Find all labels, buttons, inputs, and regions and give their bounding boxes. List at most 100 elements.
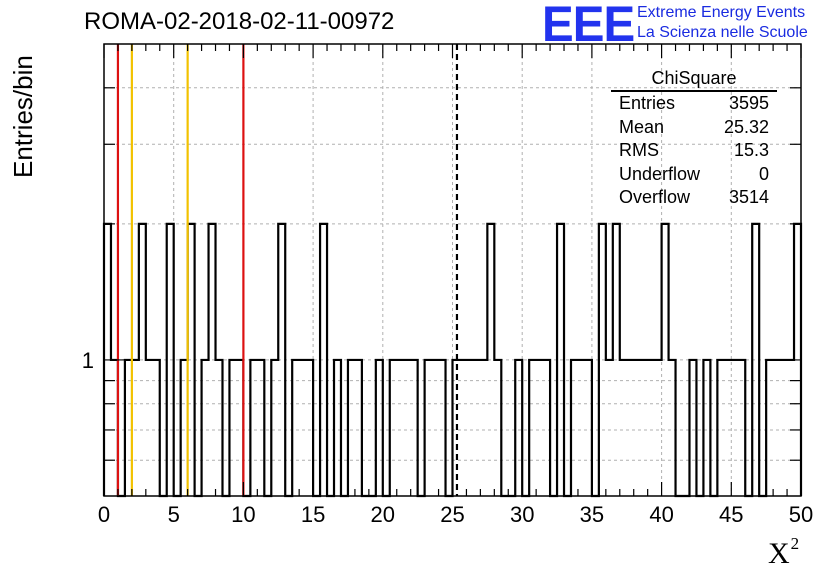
histogram-bin <box>599 224 606 496</box>
x-tick-label: 45 <box>719 502 743 527</box>
histogram-bin <box>139 224 146 496</box>
histogram-bin <box>480 360 487 496</box>
histogram-bin <box>355 360 362 496</box>
logo-caption-line1: Extreme Energy Events <box>637 4 806 21</box>
histogram-bin <box>655 360 662 496</box>
histogram-bin <box>494 360 501 496</box>
histogram-bin <box>620 360 627 496</box>
histogram-bin <box>585 360 592 496</box>
stats-label: Entries <box>619 93 676 113</box>
histogram-bin <box>216 360 223 496</box>
histogram-bin <box>703 360 710 496</box>
histogram-bin <box>613 224 620 496</box>
histogram-bin <box>411 360 418 496</box>
histogram-bin <box>167 224 174 496</box>
x-tick-label: 20 <box>371 502 395 527</box>
stats-row-underflow: Underflow 0 <box>611 163 777 187</box>
y-tick-label: 1 <box>82 348 94 373</box>
histogram-bin <box>578 360 585 496</box>
stats-label: RMS <box>619 140 659 160</box>
histogram-bin <box>738 360 745 496</box>
histogram-bin <box>404 360 411 496</box>
x-tick-label: 0 <box>98 502 110 527</box>
stats-row-entries: Entries 3595 <box>611 92 777 116</box>
x-tick-label: 15 <box>301 502 325 527</box>
x-tick-label: 40 <box>649 502 673 527</box>
histogram-bin <box>209 224 216 496</box>
histogram-bin <box>153 360 160 496</box>
tick-labels: 0 5 10 15 20 25 30 35 40 45 50 1 <box>82 348 813 527</box>
x-tick-label: 5 <box>168 502 180 527</box>
histogram-bin <box>648 360 655 496</box>
statistics-box: ChiSquare Entries 3595 Mean 25.32 RMS 15… <box>611 66 777 210</box>
histogram-bin <box>557 224 564 496</box>
x-tick-label: 35 <box>580 502 604 527</box>
stats-label: Underflow <box>619 163 701 184</box>
histogram-bin <box>606 360 613 496</box>
histogram-bin <box>515 360 522 496</box>
stats-value: 3595 <box>728 93 769 113</box>
histogram-bin <box>466 360 473 496</box>
stats-value: 0 <box>758 163 769 184</box>
histogram-bin <box>780 360 787 496</box>
histogram-bin <box>299 360 306 496</box>
histogram-bin <box>432 360 439 496</box>
histogram-bin <box>731 360 738 496</box>
histogram-bin <box>202 360 209 496</box>
x-tick-label: 10 <box>231 502 255 527</box>
histogram-bin <box>773 360 780 496</box>
x-axis-label: X2 <box>768 534 799 571</box>
histogram-bin <box>376 360 383 496</box>
stats-value: 3514 <box>728 187 769 207</box>
histogram-bin <box>662 224 669 496</box>
histogram-bin <box>425 360 432 496</box>
y-axis-label: Entries/bin <box>8 55 38 178</box>
histogram-bin <box>459 360 466 496</box>
stats-title: ChiSquare <box>611 66 777 92</box>
x-tick-label: 50 <box>789 502 813 527</box>
histogram-bin <box>717 360 724 496</box>
stats-value: 15.3 <box>733 140 769 160</box>
histogram-bin <box>689 360 696 496</box>
histogram-bin <box>390 360 397 496</box>
histogram-bin <box>250 360 257 496</box>
stats-label: Overflow <box>619 187 691 207</box>
histogram-bin <box>278 224 285 496</box>
histogram-bin <box>641 360 648 496</box>
histogram-bin <box>229 360 236 496</box>
histogram-bin <box>348 360 355 496</box>
histogram-bin <box>257 360 264 496</box>
histogram-bin <box>529 360 536 496</box>
logo-caption-line2: La Scienza nelle Scuole <box>637 24 808 41</box>
reference-lines <box>116 44 459 496</box>
x-tick-label: 30 <box>510 502 534 527</box>
histogram-bin <box>536 360 543 496</box>
histogram-bin <box>669 360 676 496</box>
histogram-bin <box>271 360 278 496</box>
x-tick-label: 25 <box>440 502 464 527</box>
histogram-bin <box>752 224 759 496</box>
histogram-bin <box>724 360 731 496</box>
x-axis-label-superscript: 2 <box>790 534 800 553</box>
eee-logo: EEE <box>542 0 635 52</box>
stats-value: 25.32 <box>723 116 769 137</box>
histogram-bin <box>334 360 341 496</box>
histogram-bin <box>439 360 446 496</box>
histogram-bin <box>543 360 550 496</box>
stats-row-mean: Mean 25.32 <box>611 116 777 140</box>
stats-row-rms: RMS 15.3 <box>611 139 777 163</box>
histogram-bin <box>473 360 480 496</box>
stats-label: Mean <box>619 116 665 137</box>
histogram-bin <box>766 360 773 496</box>
histogram-bin <box>306 360 313 496</box>
histogram-bin <box>487 224 494 496</box>
histogram-bin <box>634 360 641 496</box>
histogram-bin <box>320 224 327 496</box>
histogram-series <box>102 222 803 498</box>
x-axis-label-base: X <box>768 537 790 570</box>
histogram-bin <box>571 360 578 496</box>
histogram-bin <box>397 360 404 496</box>
stats-row-overflow: Overflow 3514 <box>611 186 777 210</box>
plot-frame <box>103 43 802 497</box>
